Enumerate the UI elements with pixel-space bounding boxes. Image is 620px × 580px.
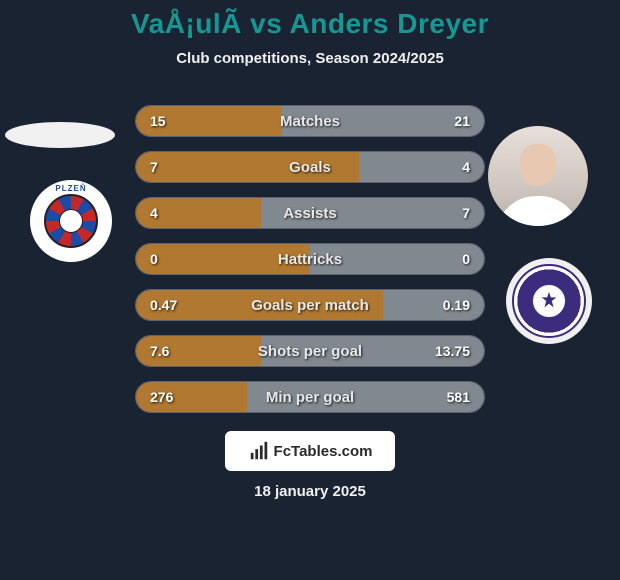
club-crest-right (506, 258, 592, 344)
player-right-avatar (488, 126, 588, 226)
stat-value-right: 0 (462, 251, 470, 267)
stats-container: 15 Matches 21 7 Goals 4 4 Assists 7 0 Ha… (135, 105, 485, 413)
crest-right-center (532, 284, 566, 318)
stat-row: 276 Min per goal 581 (135, 381, 485, 413)
stat-value-left: 0 (150, 251, 158, 267)
stat-label: Assists (283, 205, 336, 222)
crest-right-emblem-icon (538, 290, 560, 312)
stat-value-right: 581 (447, 389, 470, 405)
brand-badge: FcTables.com (225, 431, 395, 471)
stat-label: Shots per goal (258, 343, 362, 360)
stat-row: 7 Goals 4 (135, 151, 485, 183)
stat-value-right: 4 (462, 159, 470, 175)
stat-value-left: 7 (150, 159, 158, 175)
stat-value-right: 0.19 (443, 297, 470, 313)
stat-row: 0.47 Goals per match 0.19 (135, 289, 485, 321)
player-left-avatar (5, 122, 115, 148)
crest-left-text: PLZEŇ (55, 184, 86, 193)
stat-row: 4 Assists 7 (135, 197, 485, 229)
crest-left-ball (59, 209, 83, 233)
stat-value-left: 0.47 (150, 297, 177, 313)
stat-value-left: 7.6 (150, 343, 169, 359)
stat-row: 0 Hattricks 0 (135, 243, 485, 275)
page-title: VaÅ¡ulÃ vs Anders Dreyer (0, 0, 620, 40)
brand-chart-icon (248, 440, 270, 462)
date-text: 18 january 2025 (0, 483, 620, 500)
stat-value-left: 276 (150, 389, 173, 405)
stat-label: Matches (280, 113, 340, 130)
stat-value-right: 13.75 (435, 343, 470, 359)
stat-label: Hattricks (278, 251, 342, 268)
stat-label: Goals per match (251, 297, 369, 314)
stat-row: 7.6 Shots per goal 13.75 (135, 335, 485, 367)
brand-text: FcTables.com (274, 443, 373, 460)
subtitle: Club competitions, Season 2024/2025 (0, 50, 620, 67)
stat-row: 15 Matches 21 (135, 105, 485, 137)
stat-value-right: 21 (454, 113, 470, 129)
stat-value-left: 4 (150, 205, 158, 221)
stat-value-left: 15 (150, 113, 166, 129)
stat-label: Goals (289, 159, 331, 176)
stat-value-right: 7 (462, 205, 470, 221)
club-crest-left: PLZEŇ (28, 178, 114, 264)
stat-label: Min per goal (266, 389, 354, 406)
